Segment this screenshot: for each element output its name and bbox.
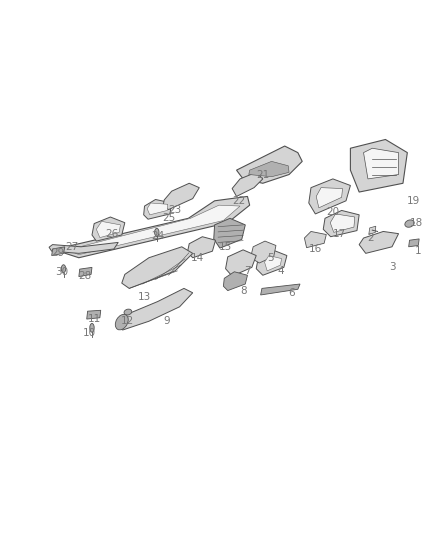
Text: 5: 5 xyxy=(267,253,274,263)
Polygon shape xyxy=(309,179,350,214)
Text: 1: 1 xyxy=(415,246,422,256)
Polygon shape xyxy=(237,146,302,183)
Polygon shape xyxy=(96,221,120,238)
Text: 27: 27 xyxy=(66,242,79,252)
Text: 3: 3 xyxy=(389,262,396,271)
Text: 19: 19 xyxy=(407,196,420,206)
Text: 21: 21 xyxy=(256,169,269,180)
Polygon shape xyxy=(323,211,359,237)
Text: 16: 16 xyxy=(309,244,322,254)
Text: 22: 22 xyxy=(232,196,245,206)
Text: 24: 24 xyxy=(151,231,164,241)
Polygon shape xyxy=(265,255,282,271)
Polygon shape xyxy=(304,231,326,248)
Ellipse shape xyxy=(90,324,94,332)
Polygon shape xyxy=(163,183,199,209)
Polygon shape xyxy=(117,288,193,330)
Ellipse shape xyxy=(115,314,128,330)
Polygon shape xyxy=(68,205,240,255)
Text: 26: 26 xyxy=(105,229,118,239)
Polygon shape xyxy=(144,199,172,219)
Polygon shape xyxy=(214,219,245,248)
Ellipse shape xyxy=(124,309,132,315)
Polygon shape xyxy=(79,268,92,277)
Text: 12: 12 xyxy=(120,316,134,326)
Text: 20: 20 xyxy=(326,207,339,217)
Text: 9: 9 xyxy=(163,316,170,326)
Text: 25: 25 xyxy=(162,213,175,223)
Polygon shape xyxy=(330,214,355,232)
Polygon shape xyxy=(369,226,376,235)
Text: 2: 2 xyxy=(367,233,374,243)
Text: 15: 15 xyxy=(219,242,232,252)
Text: 6: 6 xyxy=(288,288,295,298)
Polygon shape xyxy=(261,284,300,295)
Ellipse shape xyxy=(405,220,414,227)
Polygon shape xyxy=(409,239,419,247)
Text: 23: 23 xyxy=(169,205,182,215)
Text: 8: 8 xyxy=(240,286,247,296)
Polygon shape xyxy=(147,203,168,215)
Polygon shape xyxy=(316,188,343,208)
Text: 29: 29 xyxy=(52,248,65,259)
Polygon shape xyxy=(49,243,118,253)
Text: 18: 18 xyxy=(410,217,423,228)
Ellipse shape xyxy=(155,229,159,236)
Polygon shape xyxy=(52,247,65,255)
Polygon shape xyxy=(187,237,215,258)
Polygon shape xyxy=(223,272,247,290)
Text: 7: 7 xyxy=(244,266,251,276)
Polygon shape xyxy=(251,241,276,263)
Polygon shape xyxy=(249,161,289,177)
Polygon shape xyxy=(350,140,407,192)
Polygon shape xyxy=(232,172,263,197)
Text: 17: 17 xyxy=(333,229,346,239)
Polygon shape xyxy=(92,217,125,241)
Text: 28: 28 xyxy=(78,271,91,281)
Text: 13: 13 xyxy=(138,292,151,302)
Text: 30: 30 xyxy=(55,266,68,277)
Text: 14: 14 xyxy=(191,253,204,263)
Text: 10: 10 xyxy=(83,328,96,338)
Polygon shape xyxy=(364,148,399,179)
Text: 4: 4 xyxy=(277,266,284,276)
Polygon shape xyxy=(226,250,256,276)
Polygon shape xyxy=(359,231,399,253)
Polygon shape xyxy=(122,247,193,288)
Polygon shape xyxy=(87,310,101,319)
Text: 11: 11 xyxy=(88,314,101,324)
Ellipse shape xyxy=(61,265,66,273)
Polygon shape xyxy=(256,250,287,275)
Polygon shape xyxy=(61,197,250,258)
